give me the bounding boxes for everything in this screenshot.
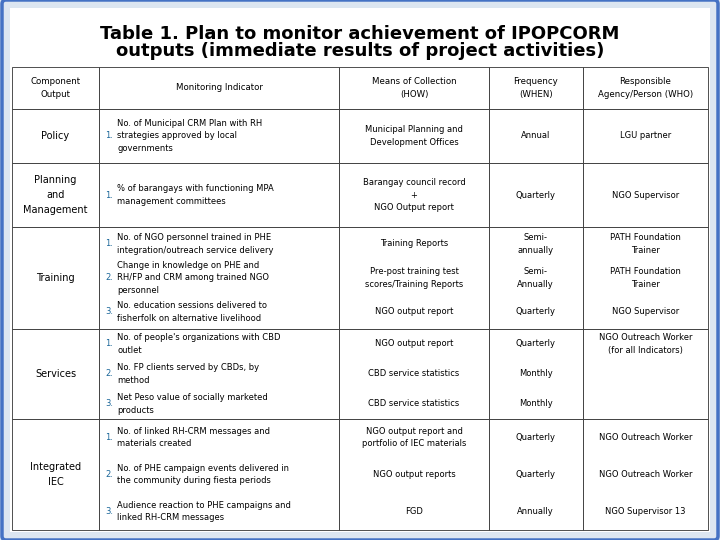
Text: Quarterly: Quarterly bbox=[516, 191, 556, 200]
Bar bbox=[339, 418, 489, 530]
Text: No. of people's organizations with CBD: No. of people's organizations with CBD bbox=[117, 333, 281, 342]
Bar bbox=[489, 329, 582, 418]
Bar bbox=[99, 67, 339, 109]
Text: scores/Training Reports: scores/Training Reports bbox=[365, 280, 463, 289]
Text: (for all Indicators): (for all Indicators) bbox=[608, 346, 683, 355]
Text: Table 1. Plan to monitor achievement of IPOPCORM: Table 1. Plan to monitor achievement of … bbox=[100, 25, 620, 43]
Text: Planning: Planning bbox=[35, 176, 77, 185]
Text: Policy: Policy bbox=[42, 131, 70, 141]
Text: outlet: outlet bbox=[117, 346, 142, 355]
Bar bbox=[582, 418, 708, 530]
Text: fisherfolk on alternative livelihood: fisherfolk on alternative livelihood bbox=[117, 314, 261, 322]
Bar bbox=[582, 109, 708, 163]
Bar bbox=[12, 67, 99, 109]
Text: Monitoring Indicator: Monitoring Indicator bbox=[176, 83, 263, 92]
Text: Quarterly: Quarterly bbox=[516, 307, 556, 316]
Text: Management: Management bbox=[23, 205, 88, 214]
Text: Audience reaction to PHE campaigns and: Audience reaction to PHE campaigns and bbox=[117, 501, 291, 510]
Text: Barangay council record: Barangay council record bbox=[363, 178, 465, 187]
Text: No. education sessions delivered to: No. education sessions delivered to bbox=[117, 301, 267, 310]
Bar bbox=[489, 163, 582, 227]
Text: No. of NGO personnel trained in PHE: No. of NGO personnel trained in PHE bbox=[117, 233, 271, 242]
Text: Integrated: Integrated bbox=[30, 462, 81, 472]
Text: and: and bbox=[46, 190, 65, 200]
Bar bbox=[489, 109, 582, 163]
Text: NGO Outreach Worker: NGO Outreach Worker bbox=[598, 433, 692, 442]
Text: Quarterly: Quarterly bbox=[516, 470, 556, 479]
Text: outputs (immediate results of project activities): outputs (immediate results of project ac… bbox=[116, 42, 604, 60]
Bar bbox=[99, 109, 339, 163]
Text: 2.: 2. bbox=[105, 369, 113, 379]
Text: Agency/Person (WHO): Agency/Person (WHO) bbox=[598, 90, 693, 99]
Text: NGO output report: NGO output report bbox=[374, 339, 453, 348]
Text: NGO Supervisor 13: NGO Supervisor 13 bbox=[605, 507, 685, 516]
Text: CBD service statistics: CBD service statistics bbox=[369, 399, 459, 408]
Text: Trainer: Trainer bbox=[631, 246, 660, 255]
Text: personnel: personnel bbox=[117, 286, 159, 295]
Text: (HOW): (HOW) bbox=[400, 90, 428, 99]
Text: strategies approved by local: strategies approved by local bbox=[117, 131, 237, 140]
Text: 1.: 1. bbox=[105, 339, 113, 348]
Text: RH/FP and CRM among trained NGO: RH/FP and CRM among trained NGO bbox=[117, 273, 269, 282]
Text: Development Offices: Development Offices bbox=[369, 138, 459, 147]
Text: Annually: Annually bbox=[518, 507, 554, 516]
Text: NGO output report: NGO output report bbox=[374, 307, 453, 316]
Text: NGO output reports: NGO output reports bbox=[372, 470, 455, 479]
Text: Output: Output bbox=[40, 90, 71, 99]
Text: 1.: 1. bbox=[105, 239, 113, 248]
Text: No. FP clients served by CBDs, by: No. FP clients served by CBDs, by bbox=[117, 363, 259, 372]
Text: management committees: management committees bbox=[117, 197, 226, 206]
Text: % of barangays with functioning MPA: % of barangays with functioning MPA bbox=[117, 184, 274, 193]
Text: IEC: IEC bbox=[48, 477, 63, 487]
Bar bbox=[12, 418, 99, 530]
Text: Services: Services bbox=[35, 369, 76, 379]
Text: PATH Foundation: PATH Foundation bbox=[610, 267, 681, 276]
Bar bbox=[489, 418, 582, 530]
Text: 2.: 2. bbox=[105, 273, 113, 282]
Text: Quarterly: Quarterly bbox=[516, 339, 556, 348]
Text: 1.: 1. bbox=[105, 131, 113, 140]
Text: annually: annually bbox=[518, 246, 554, 255]
Text: Monthly: Monthly bbox=[519, 399, 553, 408]
Text: +: + bbox=[410, 191, 418, 200]
Bar bbox=[582, 329, 708, 418]
Text: Responsible: Responsible bbox=[619, 77, 671, 86]
Text: Annual: Annual bbox=[521, 131, 550, 140]
Text: NGO Output report: NGO Output report bbox=[374, 203, 454, 212]
Text: Net Peso value of socially marketed: Net Peso value of socially marketed bbox=[117, 393, 268, 402]
Bar bbox=[99, 418, 339, 530]
Text: Municipal Planning and: Municipal Planning and bbox=[365, 125, 463, 134]
Bar bbox=[99, 227, 339, 329]
Text: materials created: materials created bbox=[117, 439, 192, 448]
Bar bbox=[12, 163, 99, 227]
Text: integration/outreach service delivery: integration/outreach service delivery bbox=[117, 246, 274, 255]
Text: method: method bbox=[117, 375, 150, 384]
Text: 1.: 1. bbox=[105, 433, 113, 442]
Text: portfolio of IEC materials: portfolio of IEC materials bbox=[361, 439, 466, 448]
Text: Means of Collection: Means of Collection bbox=[372, 77, 456, 86]
Text: (WHEN): (WHEN) bbox=[519, 90, 552, 99]
Bar bbox=[582, 67, 708, 109]
Text: linked RH-CRM messages: linked RH-CRM messages bbox=[117, 513, 224, 522]
Text: Change in knowledge on PHE and: Change in knowledge on PHE and bbox=[117, 261, 259, 270]
Text: governments: governments bbox=[117, 144, 173, 153]
Text: NGO Supervisor: NGO Supervisor bbox=[612, 307, 679, 316]
Text: No. of linked RH-CRM messages and: No. of linked RH-CRM messages and bbox=[117, 427, 270, 436]
Text: NGO Outreach Worker: NGO Outreach Worker bbox=[598, 470, 692, 479]
Bar bbox=[99, 163, 339, 227]
Bar bbox=[12, 329, 99, 418]
Bar bbox=[99, 329, 339, 418]
Text: NGO Supervisor: NGO Supervisor bbox=[612, 191, 679, 200]
Text: Frequency: Frequency bbox=[513, 77, 558, 86]
Text: Semi-: Semi- bbox=[523, 267, 548, 276]
Text: Training: Training bbox=[36, 273, 75, 283]
Bar bbox=[339, 109, 489, 163]
Bar bbox=[489, 67, 582, 109]
Text: No. of PHE campaign events delivered in: No. of PHE campaign events delivered in bbox=[117, 464, 289, 472]
Text: FGD: FGD bbox=[405, 507, 423, 516]
Text: Annually: Annually bbox=[518, 280, 554, 289]
Text: 2.: 2. bbox=[105, 470, 113, 479]
Text: 3.: 3. bbox=[105, 507, 113, 516]
Text: Training Reports: Training Reports bbox=[380, 239, 448, 248]
